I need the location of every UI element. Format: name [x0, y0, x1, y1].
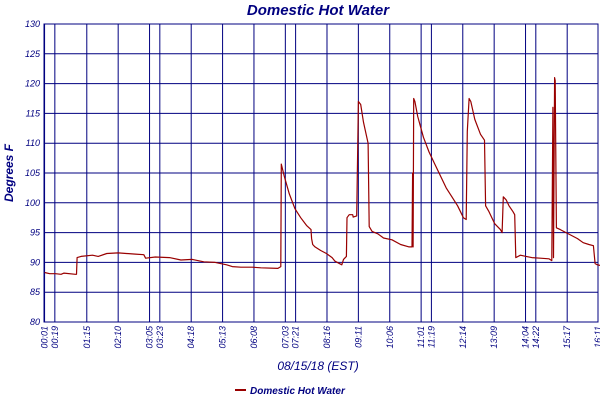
plot-frame [43, 23, 599, 323]
y-tick-label: 100 [25, 198, 40, 208]
y-tick-label: 85 [30, 287, 41, 297]
x-tick-label: 14:22 [531, 326, 541, 349]
y-tick-label: 95 [30, 228, 41, 238]
y-tick-label: 90 [30, 257, 40, 267]
x-tick-label: 15:17 [562, 325, 572, 349]
x-tick-label: 01:15 [82, 325, 92, 349]
x-tick-label: 11:19 [426, 326, 436, 348]
x-tick-label: 08:16 [322, 326, 332, 349]
x-tick-label: 00:19 [50, 326, 60, 349]
series-line [44, 76, 600, 275]
y-tick-label: 130 [25, 19, 40, 29]
x-tick-label: 13:09 [489, 326, 499, 349]
x-tick-label: 07:21 [291, 326, 301, 349]
grid-lines [44, 23, 599, 323]
x-tick-label: 03:23 [155, 326, 165, 349]
legend: Domestic Hot Water [235, 386, 346, 397]
x-tick-label: 09:11 [353, 326, 363, 348]
x-tick-label: 14:04 [521, 326, 531, 349]
x-tick-label: 07:03 [280, 326, 290, 349]
x-tick-label: 03:05 [145, 325, 155, 349]
y-tick-label: 110 [26, 138, 40, 148]
x-tick-label: 12:14 [458, 326, 468, 349]
y-tick-label: 115 [26, 108, 41, 118]
y-tick-label: 105 [25, 168, 41, 178]
series-layer [44, 76, 600, 275]
x-tick-label: 10:06 [385, 326, 395, 349]
x-tick-label: 06:08 [249, 326, 259, 349]
chart-title: Domestic Hot Water [247, 2, 390, 19]
y-tick-label: 80 [30, 317, 40, 327]
y-axis-label: Degrees F [2, 143, 16, 202]
y-tick-label: 125 [25, 49, 41, 59]
x-tick-label: 04:18 [186, 326, 196, 349]
x-tick-label: 11:01 [416, 326, 426, 348]
y-tick-label: 120 [25, 79, 40, 89]
x-tick-label: 16:11 [593, 326, 600, 348]
x-tick-label: 00:01 [40, 326, 50, 349]
legend-label: Domestic Hot Water [250, 386, 346, 397]
x-tick-labels: 00:01 00:19 01:15 02:10 03:05 03:23 04:18 05:13… [40, 325, 600, 349]
x-axis-label: 08/15/18 (EST) [277, 359, 358, 373]
x-tick-label: 05:13 [218, 326, 228, 349]
x-tick-label: 02:10 [113, 326, 123, 349]
y-tick-labels: 80 85 90 95 100 105 110 115 120 125 130 [25, 19, 41, 327]
